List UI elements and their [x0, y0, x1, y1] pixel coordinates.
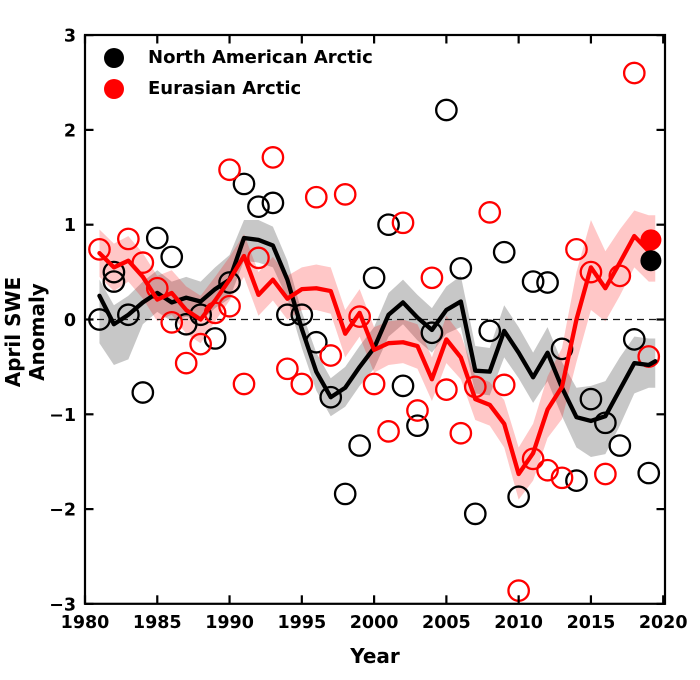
- north-american-yearly-point: [131, 381, 155, 404]
- x-tick-label: 2010: [494, 613, 543, 633]
- legend-dot-red-icon: [104, 78, 124, 99]
- legend-dot-black-icon: [104, 47, 124, 68]
- legend-item-eurasian: Eurasian Arctic: [104, 73, 373, 104]
- north-american-yearly-point: [362, 266, 386, 290]
- eurasian-yearly-point: [247, 246, 270, 270]
- y-tick-label: 2: [64, 121, 76, 141]
- north-american-yearly-point: [261, 191, 285, 215]
- eurasian-yearly-point: [622, 61, 646, 85]
- x-tick-label: 2020: [639, 613, 688, 633]
- legend-label-eurasian: Eurasian Arctic: [148, 78, 302, 99]
- north-american-yearly-point: [536, 271, 559, 294]
- y-tick-label: 0: [64, 311, 76, 331]
- x-tick-label: 1995: [277, 613, 326, 633]
- north-american-yearly-point: [507, 485, 531, 509]
- north-american-yearly-point: [478, 319, 502, 343]
- north-american-mean-line: [97, 235, 658, 424]
- plot-border: [83, 33, 667, 605]
- x-axis-title: Year: [350, 644, 400, 668]
- north-american-yearly-point: [492, 240, 516, 264]
- y-axis-title: April SWE Anomaly: [1, 276, 49, 388]
- x-tick-label: 2005: [422, 613, 471, 633]
- eurasian-yearly-point: [565, 237, 588, 261]
- eurasian-yearly-point: [189, 332, 212, 356]
- eurasian-yearly-point: [218, 158, 241, 182]
- north-american-yearly-point: [348, 434, 371, 457]
- eurasian-yearly-point: [304, 185, 328, 209]
- x-tick-label: 2015: [567, 613, 616, 633]
- eurasian-mean-line: [97, 233, 658, 477]
- eurasian-yearly-point: [218, 294, 241, 318]
- eurasian-yearly-point: [579, 260, 603, 284]
- y-tick-label: −1: [49, 406, 76, 426]
- north-american-yearly-point: [637, 461, 661, 485]
- eurasian-yearly-point: [174, 351, 198, 375]
- north-american-yearly-point: [377, 213, 400, 237]
- eurasian-yearly-point: [435, 378, 458, 402]
- north-american-yearly-point: [565, 469, 588, 493]
- eurasian-yearly-point: [333, 183, 357, 206]
- eurasian-latest-filled-dot: [640, 229, 662, 251]
- north-american-yearly-point: [333, 482, 357, 506]
- eurasian-yearly-point: [377, 420, 400, 443]
- north-american-yearly-point: [319, 385, 343, 409]
- eurasian-yearly-point: [536, 458, 559, 482]
- north-american-yearly-point: [391, 374, 415, 398]
- eurasian-yearly-point: [449, 421, 473, 445]
- y-tick-label: 3: [64, 27, 76, 47]
- north-american-yearly-point: [579, 387, 603, 411]
- eurasian-yearly-point: [406, 399, 429, 422]
- legend: North American Arctic Eurasian Arctic: [104, 42, 373, 104]
- north-american-yearly-point: [406, 414, 429, 438]
- eurasian-yearly-point: [160, 310, 184, 334]
- eurasian-yearly-point: [478, 201, 502, 224]
- eurasian-yearly-point: [594, 462, 617, 486]
- y-tick-label: −3: [49, 595, 76, 615]
- eurasian-yearly-point: [348, 305, 371, 329]
- legend-item-north-american: North American Arctic: [104, 42, 373, 73]
- north-american-yearly-point: [203, 327, 227, 350]
- north-american-yearly-point: [622, 328, 646, 351]
- north-american-yearly-point: [449, 256, 473, 280]
- eurasian-yearly-point: [261, 146, 285, 169]
- north-american-yearly-point: [463, 502, 487, 526]
- eurasian-yearly-point: [276, 357, 299, 381]
- north-american-yearly-point: [102, 270, 126, 293]
- eurasian-yearly-point: [290, 372, 314, 396]
- legend-label-north-american: North American Arctic: [148, 47, 373, 68]
- eurasian-uncertainty-band: [99, 210, 656, 500]
- eurasian-yearly-point: [420, 266, 444, 290]
- north-american-yearly-point: [218, 271, 241, 294]
- x-tick-label: 1980: [61, 613, 110, 633]
- north-american-yearly-point: [102, 260, 126, 284]
- north-american-yearly-point: [145, 226, 169, 250]
- eurasian-yearly-point: [492, 373, 516, 397]
- y-tick-label: 1: [64, 216, 76, 236]
- x-tick-label: 1985: [133, 613, 182, 633]
- eurasian-yearly-point: [391, 211, 415, 235]
- eurasian-yearly-point: [117, 227, 140, 251]
- north-american-yearly-point: [117, 303, 140, 327]
- north-american-latest-filled-dot: [640, 250, 662, 272]
- x-tick-label: 1990: [205, 613, 254, 633]
- eurasian-yearly-point: [232, 372, 256, 396]
- y-tick-label: −2: [49, 501, 76, 521]
- north-american-yearly-point: [247, 195, 270, 219]
- north-american-yearly-point: [160, 245, 184, 269]
- eurasian-yearly-point: [88, 237, 111, 261]
- north-american-yearly-point: [420, 321, 444, 345]
- north-american-yearly-point: [608, 434, 632, 457]
- north-american-yearly-point: [521, 270, 545, 293]
- eurasian-yearly-point: [362, 372, 386, 396]
- north-american-yearly-point: [232, 172, 256, 196]
- eurasian-yearly-point: [319, 344, 343, 367]
- eurasian-yearly-point: [550, 466, 574, 490]
- x-tick-label: 2000: [350, 613, 399, 633]
- north-american-yearly-point: [435, 98, 458, 122]
